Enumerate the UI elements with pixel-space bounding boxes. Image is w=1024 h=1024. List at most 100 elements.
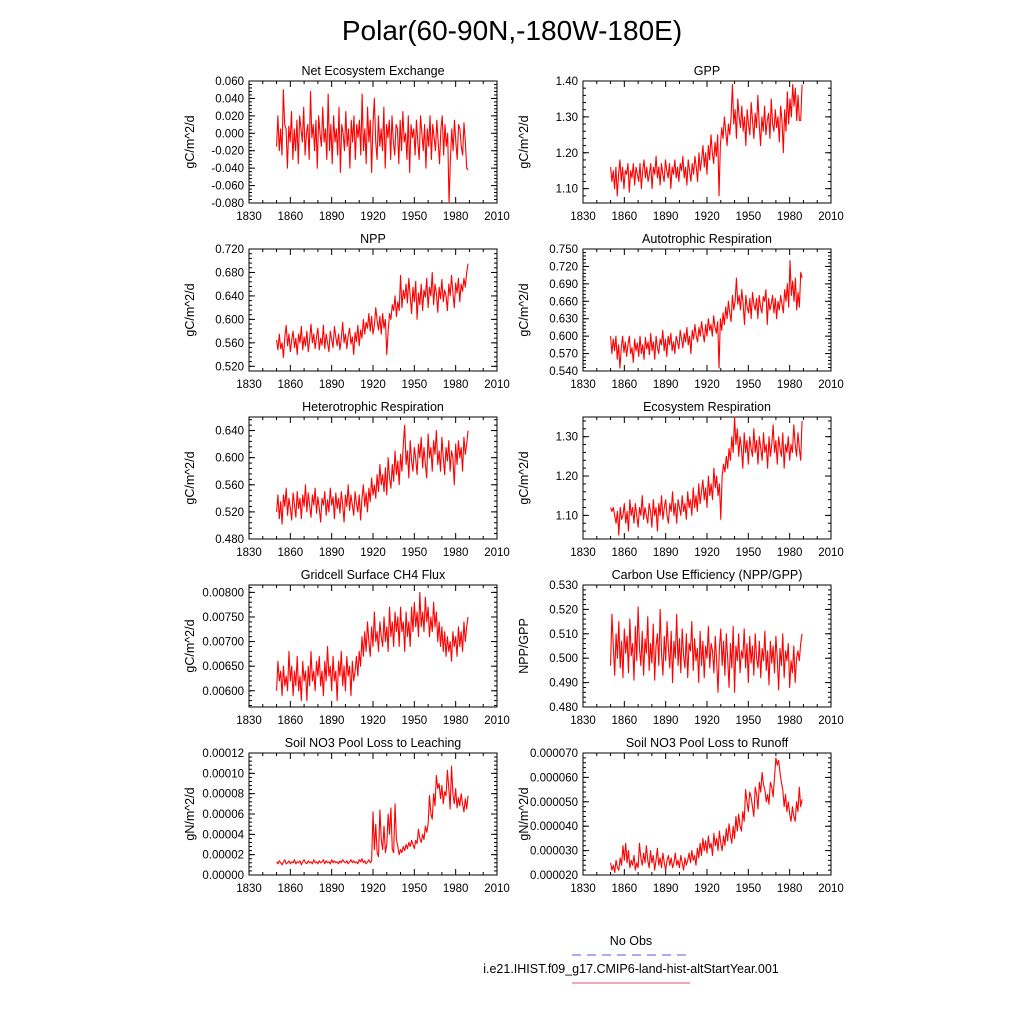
y-tick-label: 0.00700	[202, 637, 244, 649]
y-tick-label: 1.30	[556, 112, 578, 124]
x-tick-label: 2010	[818, 715, 844, 727]
y-tick-label: 0.570	[549, 349, 578, 361]
y-tick-label: 0.750	[549, 244, 578, 256]
y-tick-label: -0.040	[211, 163, 244, 175]
x-tick-label: 1950	[736, 715, 762, 727]
y-tick-label: -0.080	[211, 198, 244, 210]
y-axis-label: gC/m^2/d	[183, 283, 197, 336]
y-tick-label: 0.020	[215, 111, 244, 123]
y-tick-label: 0.000020	[530, 870, 578, 882]
y-tick-label: 0.00010	[202, 768, 244, 780]
panel-title: Ecosystem Respiration	[643, 400, 771, 414]
x-tick-label: 2010	[484, 715, 510, 727]
x-tick-label: 1830	[570, 211, 596, 223]
x-tick-label: 1980	[777, 547, 803, 559]
x-tick-label: 1860	[278, 379, 304, 391]
y-tick-label: 0.540	[549, 366, 578, 378]
panel-7: Gridcell Surface CH4 Flux 1830 1860 1890 192…	[183, 568, 510, 727]
x-tick-label: 1890	[653, 379, 679, 391]
panel-5: Heterotrophic Respiration 1830 1860 1890 192…	[183, 400, 510, 559]
x-tick-label: 2010	[484, 211, 510, 223]
x-tick-label: 1950	[736, 883, 762, 895]
series-line-1	[276, 424, 469, 525]
panel-title: Soil NO3 Pool Loss to Runoff	[626, 736, 789, 750]
y-axis-label: gC/m^2/d	[517, 451, 531, 504]
panel-title: Heterotrophic Respiration	[302, 400, 444, 414]
x-tick-label: 1920	[694, 547, 720, 559]
x-tick-label: 2010	[818, 547, 844, 559]
panel-4: Autotrophic Respiration 1830 1860 1890 1920 1…	[517, 232, 844, 391]
panel-title: NPP	[360, 232, 386, 246]
x-tick-label: 1980	[443, 715, 469, 727]
y-tick-label: 0.520	[215, 507, 244, 519]
y-tick-label: 0.00750	[202, 612, 244, 624]
y-tick-label: 0.00006	[202, 809, 244, 821]
y-tick-label: 0.600	[215, 453, 244, 465]
panel-1: Net Ecosystem Exchange 1830 1860 1890 1920 19…	[183, 64, 510, 223]
x-tick-label: 1920	[360, 547, 386, 559]
x-tick-label: 2010	[484, 547, 510, 559]
x-tick-label: 1860	[612, 715, 638, 727]
x-tick-label: 1830	[570, 883, 596, 895]
x-tick-label: 1950	[402, 547, 428, 559]
y-tick-label: 0.600	[215, 314, 244, 326]
series-line-1	[610, 260, 803, 369]
x-tick-label: 1950	[736, 547, 762, 559]
panel-grid: Net Ecosystem Exchange 1830 1860 1890 1920 19…	[183, 64, 844, 895]
x-tick-label: 1980	[443, 883, 469, 895]
x-tick-label: 1830	[236, 547, 262, 559]
figure-title: Polar(60-90N,-180W-180E)	[342, 15, 682, 46]
x-tick-label: 2010	[818, 379, 844, 391]
panel-title: Soil NO3 Pool Loss to Leaching	[285, 736, 462, 750]
x-tick-label: 1920	[694, 883, 720, 895]
legend: No Obs i.e21.IHIST.f09_g17.CMIP6-land-his…	[483, 934, 779, 984]
panel-title: Carbon Use Efficiency (NPP/GPP)	[612, 568, 803, 582]
x-tick-label: 1860	[278, 211, 304, 223]
x-tick-label: 1920	[360, 715, 386, 727]
x-tick-label: 1890	[319, 883, 345, 895]
y-tick-label: 1.10	[556, 184, 578, 196]
series-line-1	[276, 765, 469, 866]
x-tick-label: 1830	[236, 379, 262, 391]
panel-title: Autotrophic Respiration	[642, 232, 772, 246]
panel-title: Gridcell Surface CH4 Flux	[301, 568, 446, 582]
y-tick-label: 1.40	[556, 76, 578, 88]
x-tick-label: 1920	[360, 211, 386, 223]
panel-3: NPP 1830 1860 1890 1920 1950 1980 2010 0.720 0.68…	[183, 232, 510, 391]
panel-9: Soil NO3 Pool Loss to Leaching 1830 1860 18…	[183, 736, 510, 895]
y-tick-label: 0.00600	[202, 686, 244, 698]
x-tick-label: 1860	[612, 547, 638, 559]
y-tick-label: -0.020	[211, 146, 244, 158]
y-tick-label: 0.600	[549, 331, 578, 343]
x-tick-label: 1830	[570, 715, 596, 727]
y-tick-label: 0.510	[549, 629, 578, 641]
x-tick-label: 1950	[402, 883, 428, 895]
x-tick-label: 1920	[694, 715, 720, 727]
x-tick-label: 1950	[736, 211, 762, 223]
panel-title: Net Ecosystem Exchange	[301, 64, 444, 78]
y-tick-label: 0.040	[215, 93, 244, 105]
plot-frame	[248, 248, 498, 372]
series-line-1	[610, 84, 803, 197]
x-tick-label: 1860	[612, 883, 638, 895]
x-tick-label: 2010	[818, 883, 844, 895]
x-tick-label: 1980	[777, 883, 803, 895]
x-tick-label: 1920	[694, 379, 720, 391]
series-line-1	[610, 606, 803, 693]
y-tick-label: 0.060	[215, 76, 244, 88]
legend-label-1: No Obs	[610, 934, 652, 948]
y-tick-label: 0.00800	[202, 587, 244, 599]
y-tick-label: 0.000	[215, 128, 244, 140]
y-tick-label: 0.560	[215, 338, 244, 350]
x-tick-label: 1980	[777, 379, 803, 391]
x-tick-label: 2010	[818, 211, 844, 223]
x-tick-label: 1830	[236, 883, 262, 895]
y-tick-label: 1.20	[556, 148, 578, 160]
x-tick-label: 1980	[443, 379, 469, 391]
series-line-1	[276, 263, 469, 359]
y-axis-label: gC/m^2/d	[517, 115, 531, 168]
y-axis-label: gN/m^2/d	[183, 787, 197, 840]
x-tick-label: 1890	[653, 715, 679, 727]
x-tick-label: 1830	[570, 379, 596, 391]
